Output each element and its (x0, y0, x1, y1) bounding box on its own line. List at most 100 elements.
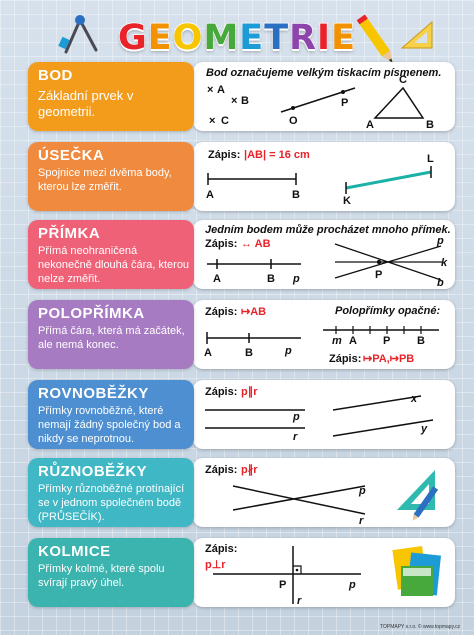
section-rovnobezky: Zápis: p∥r p r x y ROVNOBĚŽKY Přímky rov… (28, 380, 455, 449)
card-primka: Jedním bodem může procházet mnoho přímek… (193, 220, 455, 289)
heading-poloprimka: POLOPŘÍMKA (38, 305, 145, 322)
svg-text:p: p (348, 579, 356, 591)
card-poloprimka: Zápis: ↦AB A B p Polopřímky opačné: m A … (193, 300, 455, 369)
primka-illustration: Jedním bodem může procházet mnoho přímek… (205, 224, 451, 289)
notebooks-icon (392, 545, 442, 596)
svg-text:Zápis:: Zápis: (205, 238, 237, 250)
section-ruznobezky: Zápis: p∦r p r RŮZNOBĚŽKY Přímky různobě… (28, 458, 455, 527)
svg-text:p: p (358, 485, 366, 497)
svg-text:A: A (204, 347, 212, 359)
svg-text:P: P (383, 335, 390, 347)
page-title: GEOMETRIE (117, 16, 356, 60)
pencil-icon (356, 14, 393, 64)
section-bod: Bod označujeme velkým tiskacím písmenem.… (28, 62, 455, 131)
card-usecka: Zápis: |AB| = 16 cm A B K L (193, 142, 455, 211)
heading-kolmice: KOLMICE (38, 543, 111, 560)
svg-text:m: m (332, 335, 342, 347)
rovnobezky-formula: p∥r (241, 386, 258, 398)
label-kolmice: KOLMICE Přímky kolmé, které spolu svíraj… (28, 538, 194, 607)
svg-text:A: A (366, 119, 374, 131)
label-usecka: ÚSEČKA Spojnice mezi dvěma body, kterou … (28, 142, 194, 211)
svg-text:Zápis:: Zápis: (205, 543, 237, 555)
poloprimka-illustration: Zápis: ↦AB A B p Polopřímky opačné: m A … (204, 305, 440, 365)
svg-text:Zápis:: Zápis: (329, 353, 361, 365)
title-letter: E (330, 17, 356, 59)
text-rovnobezky: Přímky rovnoběžné, které nemají žádný sp… (38, 405, 181, 445)
svg-text:Zápis:: Zápis: (208, 149, 240, 161)
svg-text:B: B (292, 189, 300, 201)
bod-note: Bod označujeme velkým tiskacím písmenem. (206, 67, 441, 79)
svg-text:p: p (284, 345, 292, 357)
triangle-ruler-icon (400, 20, 433, 49)
svg-text:A: A (217, 84, 225, 96)
ruznobezky-illustration: Zápis: p∦r p r (205, 464, 366, 527)
title-letter: O (172, 17, 204, 59)
svg-text:B: B (426, 119, 434, 131)
svg-text:P: P (341, 97, 348, 109)
heading-bod: BOD (38, 67, 73, 84)
title-letter: E (147, 17, 173, 59)
label-poloprimka: POLOPŘÍMKA Přímá čára, která má začátek,… (28, 300, 194, 369)
footer: TOPMAPY s.r.o. © www.topmapy.cz (380, 624, 461, 630)
svg-text:A: A (213, 273, 221, 285)
svg-text:B: B (245, 347, 253, 359)
section-usecka: Zápis: |AB| = 16 cm A B K L ÚSEČKA Spojn… (28, 142, 455, 211)
section-poloprimka: Zápis: ↦AB A B p Polopřímky opačné: m A … (28, 300, 455, 369)
label-primka: PŘÍMKA Přímá neohraničená nekonečně dlou… (28, 220, 194, 289)
label-bod: BOD Základní prvek v geometrii. (28, 62, 194, 131)
text-poloprimka: Přímá čára, která má začátek, ale nemá k… (38, 325, 185, 351)
label-ruznobezky: RŮZNOBĚŽKY Přímky různoběžné protínající… (28, 458, 194, 527)
svg-text:P: P (375, 269, 382, 281)
svg-text:Zápis:: Zápis: (205, 386, 237, 398)
card-ruznobezky: Zápis: p∦r p r (193, 458, 455, 527)
heading-usecka: ÚSEČKA (38, 147, 105, 164)
svg-text:x: x (410, 393, 418, 405)
svg-text:r: r (293, 431, 298, 443)
card-bod: Bod označujeme velkým tiskacím písmenem.… (193, 62, 455, 131)
primka-note: Jedním bodem může procházet mnoho přímek… (205, 224, 451, 236)
compass-icon (58, 15, 98, 54)
svg-text:L: L (427, 153, 434, 165)
svg-text:B: B (241, 95, 249, 107)
title-letter: R (288, 17, 318, 59)
svg-text:×: × (207, 84, 213, 96)
heading-rovnobezky: ROVNOBĚŽKY (38, 385, 149, 402)
bod-illustration: Bod označujeme velkým tiskacím písmenem.… (206, 67, 441, 131)
svg-text:k: k (441, 257, 448, 269)
title-letter: G (117, 17, 148, 59)
text-kolmice: Přímky kolmé, které spolu svírají pravý … (38, 563, 165, 589)
svg-text:r: r (297, 595, 302, 607)
poloprimka-formula: ↦AB (241, 306, 266, 318)
poloprimka-note: Polopřímky opačné: (335, 305, 440, 317)
text-usecka: Spojnice mezi dvěma body, kterou lze změ… (38, 167, 172, 193)
title-letter: T (263, 17, 290, 59)
svg-text:A: A (349, 335, 357, 347)
svg-text:B: B (417, 335, 425, 347)
svg-text:K: K (343, 195, 351, 207)
svg-text:r: r (359, 515, 364, 527)
primka-formula: ↔ AB (241, 238, 271, 250)
text-ruznobezky: Přímky různoběžné protínající se v jedno… (38, 483, 185, 523)
title-letter: E (239, 17, 265, 59)
svg-text:A: A (206, 189, 214, 201)
heading-ruznobezky: RŮZNOBĚŽKY (38, 463, 148, 480)
svg-text:C: C (221, 115, 229, 127)
card-kolmice: Zápis: p⊥r p P r (193, 538, 455, 607)
set-square-icon (397, 470, 439, 521)
kolmice-illustration: Zápis: p⊥r p P r (205, 543, 361, 607)
svg-text:×: × (231, 95, 237, 107)
svg-text:b: b (437, 277, 444, 289)
text-primka: Přímá neohraničená nekonečně dlouhá čára… (38, 245, 190, 285)
svg-text:C: C (399, 74, 407, 86)
kolmice-formula: p⊥r (205, 559, 226, 571)
svg-text:p: p (292, 411, 300, 423)
svg-text:P: P (279, 579, 286, 591)
ruznobezky-formula: p∦r (241, 464, 258, 476)
text-bod: Základní prvek v geometrii. (38, 88, 134, 119)
svg-text:Zápis:: Zápis: (205, 464, 237, 476)
section-primka: Jedním bodem může procházet mnoho přímek… (28, 220, 455, 289)
svg-text:p: p (292, 273, 300, 285)
svg-text:B: B (267, 273, 275, 285)
svg-text:y: y (420, 423, 428, 435)
